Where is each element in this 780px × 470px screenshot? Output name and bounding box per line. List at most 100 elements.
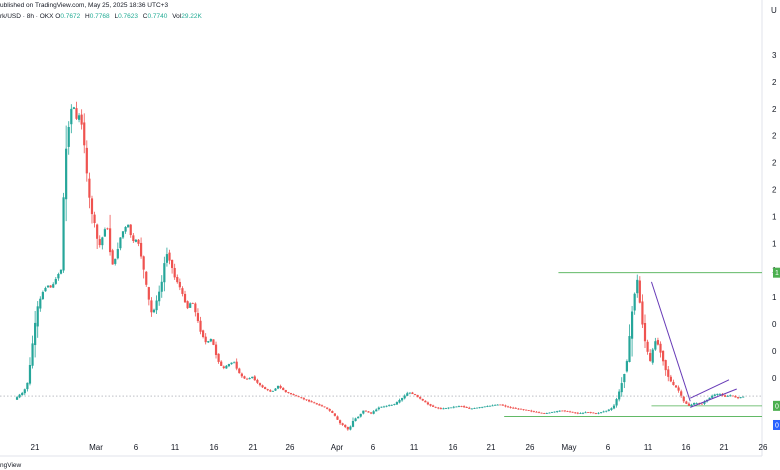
candle-down	[568, 411, 572, 413]
candle-down	[320, 405, 324, 407]
chart-grid	[0, 0, 763, 457]
price-tag	[773, 400, 780, 411]
candle-down	[587, 412, 590, 413]
candle-down	[419, 397, 422, 399]
candle-down	[344, 424, 347, 428]
candle-down	[132, 235, 135, 242]
candle-up	[550, 411, 554, 413]
candle-up	[612, 405, 616, 409]
candle-up	[134, 239, 138, 242]
candle-down	[465, 407, 468, 408]
price-axis[interactable]: 3222221111000100	[772, 51, 780, 430]
candle-up	[388, 405, 391, 407]
candle-down	[589, 412, 592, 413]
price-tick-label: 2	[772, 186, 777, 195]
candle-down	[150, 300, 153, 313]
candle-up	[158, 291, 161, 302]
candle-down	[700, 403, 703, 405]
candle-down	[535, 411, 538, 413]
candle-down	[98, 239, 101, 246]
candle-down	[680, 391, 683, 396]
time-tick-label: 11	[171, 443, 180, 452]
candle-up	[444, 408, 448, 410]
candle-up	[163, 263, 166, 283]
horizontal-lines[interactable]	[0, 272, 762, 417]
candle-down	[643, 323, 647, 342]
time-tick-label: 21	[31, 443, 40, 452]
price-tag	[773, 267, 780, 278]
candle-down	[302, 398, 305, 400]
candle-up	[597, 412, 600, 414]
candle-up	[488, 405, 492, 407]
price-tick-label: 2	[772, 132, 777, 141]
symbol-name[interactable]: rk/USD · 8h · OKX	[0, 13, 54, 20]
candle-up	[403, 395, 406, 399]
candle-down	[429, 404, 432, 406]
candle-up	[408, 392, 411, 394]
time-tick-label: 6	[606, 443, 611, 452]
time-tick-label: 26	[759, 443, 768, 452]
time-tick-label: 26	[286, 443, 295, 452]
published-info: ublished on TradingView.com, May 25, 202…	[0, 2, 169, 9]
candle-up	[18, 394, 21, 398]
candle-up	[452, 406, 455, 408]
price-tag-label: 0	[775, 422, 779, 429]
candle-up	[703, 401, 706, 404]
candle-up	[398, 399, 401, 403]
candle-down	[204, 336, 207, 343]
candle-up	[579, 413, 582, 414]
candle-down	[664, 360, 667, 371]
candle-down	[426, 402, 430, 405]
candle-up	[248, 378, 251, 380]
time-tick-label: May	[561, 443, 576, 452]
candle-down	[336, 416, 339, 420]
candle-down	[734, 395, 737, 398]
candle-up	[34, 322, 37, 346]
candle-up	[160, 281, 163, 292]
candle-down	[341, 423, 344, 425]
candle-up	[602, 411, 605, 413]
candle-down	[313, 402, 316, 404]
candle-down	[346, 426, 349, 430]
low-label: L	[114, 13, 119, 20]
candle-up	[486, 406, 489, 407]
candle-up	[636, 279, 639, 294]
candle-down	[253, 376, 256, 381]
candle-down	[217, 353, 220, 362]
candle-up	[77, 115, 81, 120]
candle-up	[375, 409, 378, 412]
candle-up	[271, 390, 274, 392]
candle-down	[331, 410, 334, 413]
candle-down	[509, 407, 512, 408]
candle-down	[170, 259, 174, 268]
candle-down	[282, 387, 285, 391]
candle-up	[101, 237, 104, 246]
candle-down	[563, 410, 566, 412]
candle-up	[718, 394, 722, 395]
candle-up	[114, 258, 117, 264]
volume-label: Vol	[172, 13, 182, 20]
time-tick-label: 6	[134, 443, 139, 452]
candle-up	[36, 306, 39, 327]
candle-down	[75, 108, 78, 119]
trend-lines[interactable]	[650, 281, 737, 408]
candle-up	[225, 365, 228, 369]
candle-up	[380, 406, 383, 408]
candle-down	[522, 409, 525, 411]
time-tick-label: 16	[449, 443, 458, 452]
candle-down	[504, 405, 507, 407]
candle-down	[424, 400, 427, 403]
candle-down	[667, 369, 670, 377]
chart-header: ublished on TradingView.com, May 25, 202…	[0, 0, 780, 24]
symbol-legend[interactable]: rk/USD · 8h · OKX O0.7672 H0.7768 L0.762…	[0, 13, 205, 20]
candle-up	[26, 382, 29, 390]
volume-value: 29.22K	[181, 13, 202, 20]
candle-up	[628, 336, 631, 362]
candle-down	[93, 214, 96, 224]
time-axis[interactable]: 21 Mar 6 11 16 21 26 Apr 6 11 16 21 26 May 6 11 16 21 26	[31, 443, 768, 452]
candle-down	[646, 341, 649, 352]
candle-up	[15, 397, 19, 400]
candle-up	[556, 411, 559, 412]
candle-down	[186, 301, 189, 309]
